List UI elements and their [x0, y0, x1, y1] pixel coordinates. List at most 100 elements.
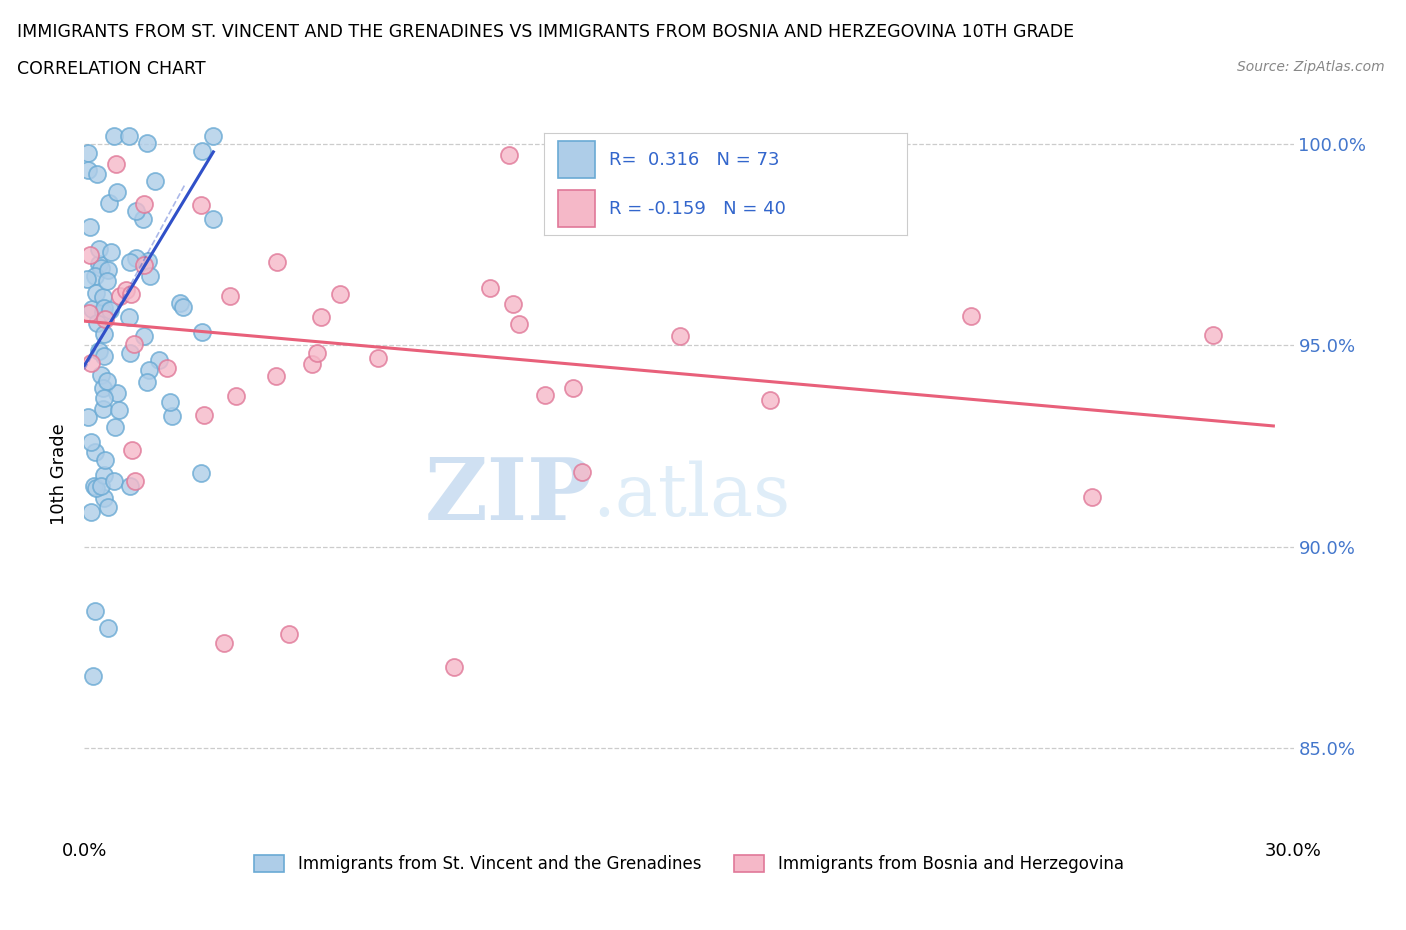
Point: [132, 258, 155, 272]
Point: [121, 442, 143, 457]
Point: [266, 254, 288, 269]
Point: [97, 620, 120, 635]
Point: [91, 304, 114, 319]
Point: [367, 351, 389, 365]
Point: [145, 173, 167, 188]
Point: [93, 491, 115, 506]
Point: [225, 388, 247, 403]
Point: [98, 195, 121, 210]
Point: [93, 349, 115, 364]
Point: [93, 300, 115, 315]
Point: [118, 345, 141, 360]
Point: [534, 387, 557, 402]
Point: [76, 409, 98, 424]
Point: [172, 299, 194, 314]
Point: [90, 261, 112, 276]
Point: [138, 269, 160, 284]
Text: CORRELATION CHART: CORRELATION CHART: [17, 60, 205, 78]
Point: [118, 128, 141, 143]
Point: [1081, 490, 1104, 505]
Text: .atlas: .atlas: [592, 460, 790, 531]
Point: [80, 301, 103, 316]
Point: [193, 407, 215, 422]
Point: [136, 253, 159, 268]
Point: [97, 262, 120, 277]
Point: [120, 286, 142, 301]
Point: [118, 255, 141, 270]
Point: [77, 305, 100, 320]
Point: [124, 474, 146, 489]
Point: [80, 504, 103, 519]
Point: [79, 219, 101, 234]
Point: [219, 288, 242, 303]
Point: [86, 286, 108, 300]
Point: [201, 211, 224, 226]
Point: [125, 204, 148, 219]
Point: [93, 452, 115, 467]
Point: [212, 636, 235, 651]
Point: [100, 245, 122, 259]
Point: [159, 395, 181, 410]
Point: [93, 391, 115, 405]
Point: [135, 375, 157, 390]
Point: [96, 273, 118, 288]
Point: [758, 392, 780, 407]
Point: [134, 196, 156, 211]
Point: [104, 157, 127, 172]
Point: [443, 659, 465, 674]
Point: [479, 281, 502, 296]
Point: [76, 272, 98, 286]
Point: [508, 316, 530, 331]
Point: [305, 345, 328, 360]
Point: [169, 296, 191, 311]
Text: IMMIGRANTS FROM ST. VINCENT AND THE GRENADINES VS IMMIGRANTS FROM BOSNIA AND HER: IMMIGRANTS FROM ST. VINCENT AND THE GREN…: [17, 23, 1074, 41]
Point: [190, 197, 212, 212]
Point: [96, 374, 118, 389]
Legend: Immigrants from St. Vincent and the Grenadines, Immigrants from Bosnia and Herze: Immigrants from St. Vincent and the Gren…: [247, 848, 1130, 880]
Point: [561, 381, 583, 396]
Point: [89, 368, 111, 383]
Point: [190, 466, 212, 481]
Point: [136, 136, 159, 151]
Point: [668, 328, 690, 343]
Y-axis label: 10th Grade: 10th Grade: [51, 423, 69, 525]
Point: [103, 473, 125, 488]
Point: [91, 380, 114, 395]
Point: [93, 468, 115, 483]
Point: [329, 286, 352, 301]
Point: [80, 356, 103, 371]
Point: [301, 357, 323, 372]
Point: [104, 419, 127, 434]
Point: [79, 247, 101, 262]
Point: [202, 128, 225, 143]
Point: [122, 337, 145, 352]
Point: [82, 669, 104, 684]
Point: [1202, 327, 1225, 342]
Point: [115, 283, 138, 298]
Point: [125, 250, 148, 265]
Point: [105, 386, 128, 401]
Point: [960, 309, 983, 324]
Point: [502, 297, 524, 312]
Point: [84, 480, 107, 495]
Point: [79, 434, 101, 449]
Point: [108, 403, 131, 418]
Point: [138, 362, 160, 377]
Point: [190, 325, 212, 339]
Point: [103, 128, 125, 143]
Point: [91, 402, 114, 417]
Point: [84, 445, 107, 459]
Point: [98, 303, 121, 318]
Point: [94, 312, 117, 326]
Point: [96, 499, 118, 514]
Point: [87, 257, 110, 272]
Point: [89, 343, 111, 358]
Point: [120, 478, 142, 493]
Point: [110, 289, 132, 304]
Point: [191, 143, 214, 158]
Point: [132, 212, 155, 227]
Point: [86, 315, 108, 330]
Point: [76, 145, 98, 160]
Point: [118, 310, 141, 325]
Point: [76, 162, 98, 177]
